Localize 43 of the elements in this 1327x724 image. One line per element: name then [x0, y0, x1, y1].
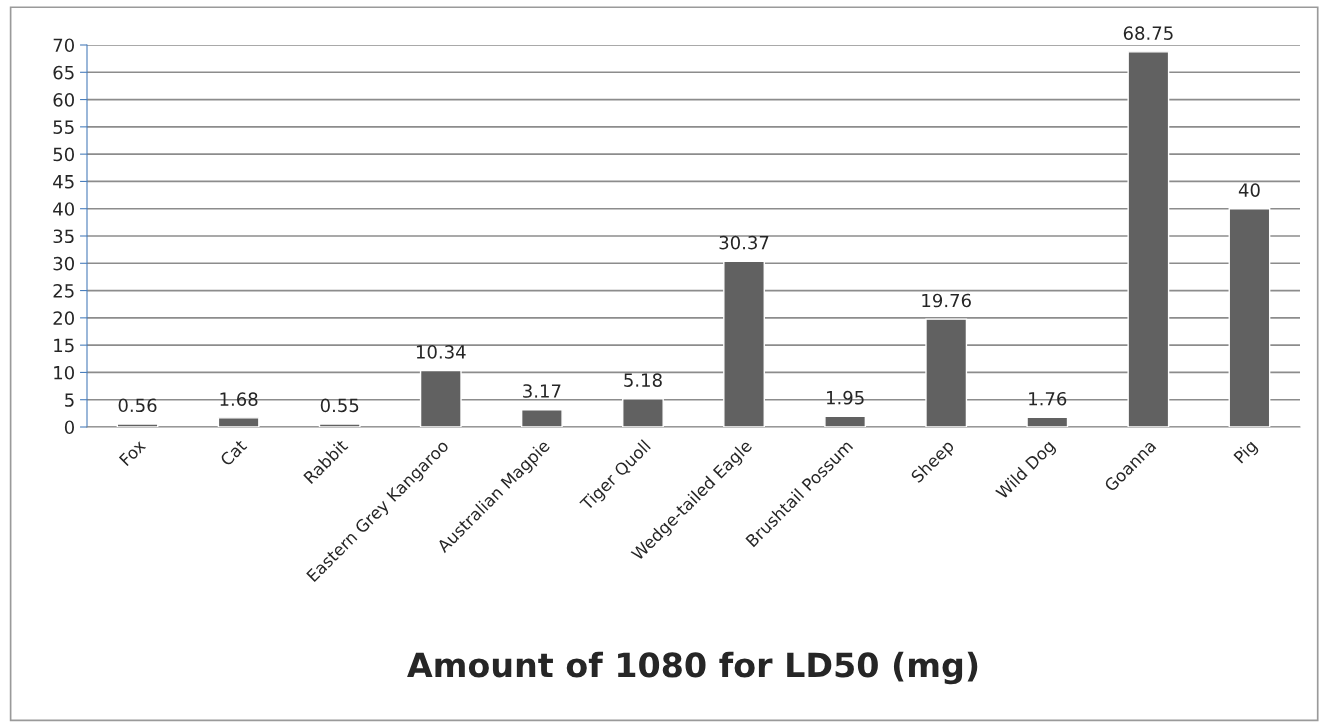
y-tick-label: 70: [53, 38, 74, 53]
x-tick-label: Pig: [1233, 439, 1260, 466]
y-tick-label: 20: [53, 311, 74, 325]
data-label: 30.37: [719, 235, 769, 250]
y-tick-label: 45: [53, 175, 74, 189]
bar: [217, 417, 260, 427]
y-tick-label: 65: [53, 65, 74, 80]
bar: [520, 409, 563, 427]
y-tick-label: 50: [53, 147, 74, 162]
data-label: 3.17: [523, 384, 561, 398]
bar: [1127, 51, 1170, 427]
y-tick-label: 60: [53, 93, 74, 107]
y-tick-label: 10: [54, 365, 74, 380]
data-label: 0.55: [320, 398, 359, 413]
bar: [824, 415, 867, 427]
y-tick-label: 55: [53, 120, 74, 134]
y-tick-label: 0: [64, 420, 74, 435]
x-tick-label: Cat: [219, 438, 248, 467]
bar: [318, 423, 361, 427]
x-tick-label: Fox: [118, 438, 147, 467]
bar: [622, 398, 664, 427]
bar: [419, 369, 462, 427]
bar: [1228, 208, 1271, 427]
text: Amount of 1080 for LD50 (mg): [407, 651, 978, 685]
bar: [1026, 416, 1069, 427]
bar: [723, 260, 765, 427]
y-tick-label: 35: [53, 229, 74, 244]
y-tick-label: 15: [54, 338, 74, 353]
data-label: 5.18: [624, 373, 662, 387]
bar: [116, 423, 159, 427]
y-tick-label: 30: [53, 256, 74, 271]
bar: [925, 318, 968, 427]
y-tick-label: 5: [65, 393, 74, 407]
data-label: 10.34: [416, 345, 466, 359]
data-label: 40: [1238, 183, 1260, 197]
data-label: 0.56: [118, 398, 157, 413]
data-label: 68.75: [1123, 26, 1173, 40]
y-tick-label: 40: [53, 202, 74, 216]
data-label: 1.95: [827, 390, 864, 405]
y-tick-label: 25: [53, 284, 74, 298]
data-label: 1.68: [220, 392, 258, 406]
data-label: 1.76: [1029, 391, 1067, 406]
data-label: 19.76: [922, 293, 971, 308]
